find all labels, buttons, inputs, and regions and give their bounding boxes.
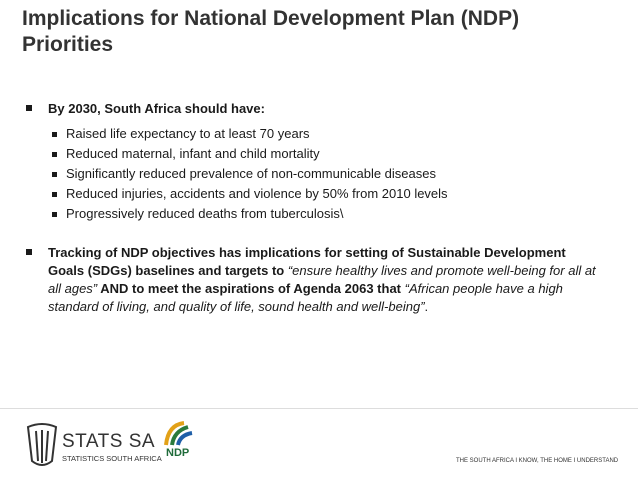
- sub-bullet: Raised life expectancy to at least 70 ye…: [48, 124, 602, 144]
- footer: STATS SA STATISTICS SOUTH AFRICA NDP THE…: [0, 408, 638, 480]
- bullet: By 2030, South Africa should have: Raised…: [22, 100, 602, 224]
- text-run: “ensure healthy lives and promote well-b…: [48, 263, 596, 296]
- sub-bullet: Reduced maternal, infant and child morta…: [48, 144, 602, 164]
- ndp-icon: [164, 421, 193, 446]
- bullet: Tracking of NDP objectives has implicati…: [22, 244, 602, 316]
- ndp-logo: NDP: [166, 447, 190, 459]
- sub-bullet-list: Raised life expectancy to at least 70 ye…: [48, 124, 602, 224]
- text-run: By 2030, South Africa should have:: [48, 101, 265, 116]
- text-run: “African people have a high standard of …: [48, 281, 563, 314]
- logo-name: STATS SA: [62, 431, 156, 452]
- slide-body: By 2030, South Africa should have: Raised…: [22, 100, 602, 336]
- sub-bullet: Progressively reduced deaths from tuberc…: [48, 204, 602, 224]
- logo-subtitle: STATISTICS SOUTH AFRICA: [62, 454, 162, 463]
- sub-bullet: Reduced injuries, accidents and violence…: [48, 184, 602, 204]
- tagline: THE SOUTH AFRICA I KNOW, THE HOME I UNDE…: [456, 458, 619, 464]
- sub-bullet: Significantly reduced prevalence of non-…: [48, 164, 602, 184]
- text-run: Tracking of NDP objectives has implicati…: [48, 245, 566, 278]
- stats-sa-icon: [26, 423, 58, 466]
- text-run: AND to meet the aspirations of Agenda 20…: [97, 281, 405, 296]
- slide-title: Implications for National Development Pl…: [22, 7, 520, 56]
- text-run: .: [424, 299, 429, 314]
